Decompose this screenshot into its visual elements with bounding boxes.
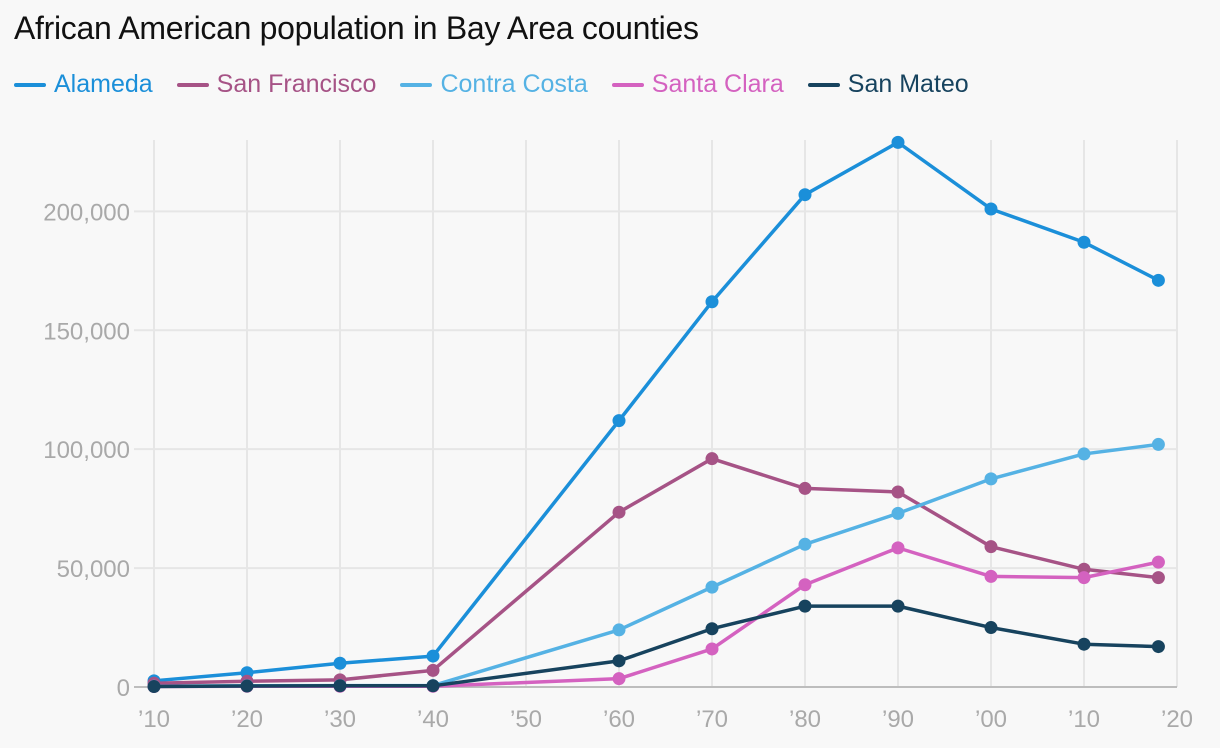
- x-tick-label: ’90: [882, 706, 914, 733]
- data-point-san-francisco[interactable]: [1151, 571, 1165, 585]
- legend-item-alameda[interactable]: Alameda: [14, 70, 153, 99]
- x-tick-label: ’50: [510, 706, 542, 733]
- data-point-san-francisco[interactable]: [612, 505, 626, 519]
- legend-item-san-francisco[interactable]: San Francisco: [176, 70, 377, 99]
- series-contra-costa: [147, 437, 1165, 693]
- legend-swatch-contra-costa: [400, 82, 433, 87]
- data-point-san-francisco[interactable]: [891, 485, 905, 499]
- data-point-santa-clara[interactable]: [705, 642, 719, 656]
- data-point-san-francisco[interactable]: [798, 481, 812, 495]
- data-point-alameda[interactable]: [798, 188, 812, 202]
- data-point-alameda[interactable]: [984, 202, 998, 216]
- data-point-santa-clara[interactable]: [1151, 555, 1165, 569]
- y-tick-label: 50,000: [57, 556, 130, 583]
- data-point-san-francisco[interactable]: [984, 540, 998, 554]
- data-point-san-francisco[interactable]: [426, 663, 440, 677]
- data-point-santa-clara[interactable]: [984, 569, 998, 583]
- y-tick-label: 0: [117, 675, 130, 702]
- series-san-mateo: [147, 599, 1165, 694]
- legend-item-san-mateo[interactable]: San Mateo: [807, 70, 969, 99]
- data-point-contra-costa[interactable]: [984, 472, 998, 486]
- legend-label-san-mateo: San Mateo: [847, 70, 969, 98]
- data-point-contra-costa[interactable]: [1077, 447, 1091, 461]
- data-point-san-mateo[interactable]: [1077, 637, 1091, 651]
- data-point-contra-costa[interactable]: [891, 506, 905, 520]
- data-point-alameda[interactable]: [705, 295, 719, 309]
- data-point-san-mateo[interactable]: [705, 622, 719, 636]
- data-point-san-mateo[interactable]: [984, 621, 998, 635]
- series-san-francisco: [147, 452, 1165, 690]
- x-tick-label: ’80: [789, 706, 821, 733]
- data-point-alameda[interactable]: [1077, 235, 1091, 249]
- data-point-santa-clara[interactable]: [891, 541, 905, 555]
- data-point-san-mateo[interactable]: [798, 599, 812, 613]
- data-point-santa-clara[interactable]: [612, 672, 626, 686]
- x-tick-label: ’10: [138, 706, 170, 733]
- data-point-alameda[interactable]: [1151, 273, 1165, 287]
- legend-label-san-francisco: San Francisco: [216, 70, 377, 98]
- x-tick-label: ’20: [231, 706, 263, 733]
- data-point-san-mateo[interactable]: [612, 654, 626, 668]
- x-tick-label: ’00: [975, 706, 1007, 733]
- data-point-santa-clara[interactable]: [1077, 571, 1091, 585]
- data-point-alameda[interactable]: [891, 135, 905, 149]
- chart-title: African American population in Bay Area …: [14, 10, 699, 46]
- data-point-san-mateo[interactable]: [147, 680, 161, 694]
- legend-label-contra-costa: Contra Costa: [440, 70, 588, 98]
- y-tick-label: 150,000: [43, 318, 130, 345]
- series-line-san-mateo: [152, 604, 1161, 689]
- data-point-alameda[interactable]: [612, 414, 626, 428]
- data-point-san-mateo[interactable]: [1151, 640, 1165, 654]
- y-tick-label: 200,000: [43, 199, 130, 226]
- grid-lines: [134, 140, 1178, 687]
- legend-swatch-san-mateo: [807, 82, 840, 87]
- legend: Alameda San Francisco Contra Costa Santa…: [14, 70, 969, 99]
- x-tick-label: ’10: [1068, 706, 1100, 733]
- data-point-san-mateo[interactable]: [240, 679, 254, 693]
- legend-swatch-san-francisco: [176, 82, 209, 87]
- data-point-san-mateo[interactable]: [426, 679, 440, 693]
- series-santa-clara: [147, 541, 1165, 694]
- x-tick-label: ’60: [603, 706, 635, 733]
- legend-label-alameda: Alameda: [54, 70, 153, 98]
- data-point-san-francisco[interactable]: [705, 452, 719, 466]
- data-point-alameda[interactable]: [333, 656, 347, 670]
- legend-swatch-alameda: [14, 82, 46, 87]
- data-point-san-mateo[interactable]: [891, 599, 905, 613]
- data-point-contra-costa[interactable]: [612, 623, 626, 637]
- legend-swatch-santa-clara: [611, 82, 644, 87]
- x-tick-label: ’30: [324, 706, 356, 733]
- y-tick-label: 100,000: [43, 437, 130, 464]
- series-line-contra-costa: [152, 442, 1161, 689]
- legend-item-santa-clara[interactable]: Santa Clara: [611, 70, 784, 99]
- legend-item-contra-costa[interactable]: Contra Costa: [400, 70, 588, 99]
- data-point-contra-costa[interactable]: [705, 580, 719, 594]
- x-tick-label: ’70: [696, 706, 728, 733]
- legend-label-santa-clara: Santa Clara: [651, 70, 784, 98]
- x-tick-label: ’20: [1161, 706, 1193, 733]
- series-lines: [147, 135, 1165, 694]
- data-point-santa-clara[interactable]: [798, 578, 812, 592]
- data-point-san-mateo[interactable]: [333, 679, 347, 693]
- series-line-alameda: [152, 140, 1161, 683]
- series-alameda: [147, 135, 1165, 688]
- data-point-alameda[interactable]: [426, 649, 440, 663]
- x-tick-label: ’40: [417, 706, 449, 733]
- data-point-contra-costa[interactable]: [1151, 437, 1165, 451]
- data-point-contra-costa[interactable]: [798, 537, 812, 551]
